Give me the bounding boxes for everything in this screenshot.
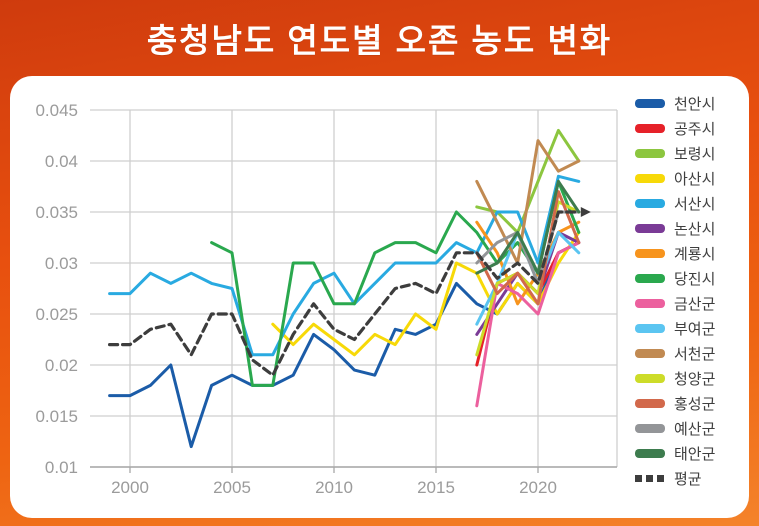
legend-label: 평균	[674, 471, 702, 488]
svg-text:0.01: 0.01	[45, 458, 78, 477]
svg-text:2000: 2000	[111, 478, 149, 497]
ozone-line-chart: 0.01 0.015 0.02 0.025 0.03 0.035 0.04 0.045 2000…	[35, 101, 618, 497]
legend-item-천안시[interactable]: 천안시	[635, 91, 747, 116]
legend-swatch-dashed	[635, 475, 665, 482]
legend-item-계룡시[interactable]: 계룡시	[635, 241, 747, 266]
legend-label: 보령시	[674, 146, 716, 163]
legend-item-예산군[interactable]: 예산군	[635, 416, 747, 441]
legend-item-논산시[interactable]: 논산시	[635, 216, 747, 241]
series-line-태안군	[475, 179, 581, 275]
series-line-홍성군	[475, 190, 581, 306]
legend-item-서천군[interactable]: 서천군	[635, 341, 747, 366]
legend-item-보령시[interactable]: 보령시	[635, 141, 747, 166]
legend-swatch	[635, 224, 665, 233]
legend-item-서산시[interactable]: 서산시	[635, 191, 747, 216]
legend-label: 금산군	[674, 296, 716, 313]
legend-label: 태안군	[674, 446, 716, 463]
legend-swatch	[635, 199, 665, 208]
average-line-arrowhead	[580, 207, 591, 217]
series-line-보령시	[475, 128, 581, 234]
series-line-금산군	[475, 241, 581, 408]
y-axis-labels: 0.01 0.015 0.02 0.025 0.03 0.035 0.04 0.045	[35, 101, 78, 477]
series-line-당진시	[210, 179, 581, 387]
legend-swatch	[635, 124, 665, 133]
legend-label: 아산시	[674, 171, 716, 188]
legend-swatch	[635, 399, 665, 408]
series-lines	[107, 128, 591, 449]
legend-swatch	[635, 424, 665, 433]
series-line-서천군	[475, 139, 581, 265]
legend-label: 예산군	[674, 421, 716, 438]
legend-swatch	[635, 174, 665, 183]
series-line-아산시	[271, 230, 581, 357]
legend-item-태안군[interactable]: 태안군	[635, 441, 747, 466]
legend-label: 청양군	[674, 371, 716, 388]
svg-text:2010: 2010	[315, 478, 353, 497]
legend-item-아산시[interactable]: 아산시	[635, 166, 747, 191]
series-line-평균	[107, 210, 581, 377]
series-line-서산시	[108, 174, 581, 357]
x-axis-labels: 2000 2005 2010 2015 2020	[111, 478, 557, 497]
legend-label: 공주시	[674, 121, 716, 138]
legend-item-공주시[interactable]: 공주시	[635, 116, 747, 141]
legend-swatch	[635, 449, 665, 458]
legend-swatch	[635, 299, 665, 308]
legend-label: 논산시	[674, 221, 716, 238]
title-banner: 충청남도 연도별 오존 농도 변화	[0, 0, 759, 76]
svg-text:0.03: 0.03	[45, 254, 78, 273]
page-title: 충청남도 연도별 오존 농도 변화	[146, 22, 613, 59]
svg-text:0.015: 0.015	[35, 407, 78, 426]
svg-text:0.02: 0.02	[45, 356, 78, 375]
svg-text:0.04: 0.04	[45, 152, 78, 171]
legend-label: 서산시	[674, 196, 716, 213]
legend-swatch	[635, 324, 665, 333]
legend-swatch	[635, 249, 665, 258]
legend-label: 천안시	[674, 96, 716, 113]
legend-item-부여군[interactable]: 부여군	[635, 316, 747, 341]
legend-swatch	[635, 99, 665, 108]
legend-label: 홍성군	[674, 396, 716, 413]
legend-item-청양군[interactable]: 청양군	[635, 366, 747, 391]
legend-swatch	[635, 274, 665, 283]
chart-card: 0.01 0.015 0.02 0.025 0.03 0.035 0.04 0.045 2000…	[10, 76, 749, 518]
legend-swatch	[635, 374, 665, 383]
legend-swatch	[635, 149, 665, 158]
svg-text:2020: 2020	[519, 478, 557, 497]
legend-label: 당진시	[674, 271, 716, 288]
svg-text:2015: 2015	[417, 478, 455, 497]
legend-label: 서천군	[674, 346, 716, 363]
legend-item-홍성군[interactable]: 홍성군	[635, 391, 747, 416]
legend-swatch	[635, 349, 665, 358]
svg-text:0.045: 0.045	[35, 101, 78, 120]
legend-item-당진시[interactable]: 당진시	[635, 266, 747, 291]
legend-label: 계룡시	[674, 246, 716, 263]
svg-text:0.035: 0.035	[35, 203, 78, 222]
svg-text:0.025: 0.025	[35, 305, 78, 324]
svg-text:2005: 2005	[213, 478, 251, 497]
legend-item-평균[interactable]: 평균	[635, 466, 747, 491]
legend-item-금산군[interactable]: 금산군	[635, 291, 747, 316]
legend-label: 부여군	[674, 321, 716, 338]
